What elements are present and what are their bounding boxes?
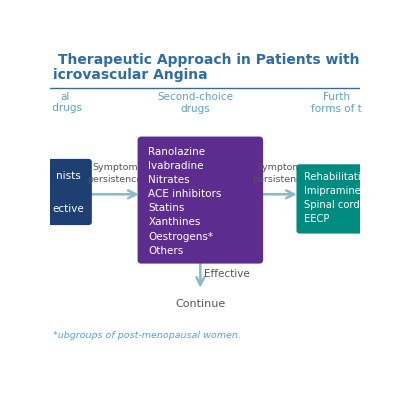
FancyBboxPatch shape (138, 136, 263, 264)
Text: Symptom
persistence: Symptom persistence (88, 164, 143, 184)
Text: Second-choice
drugs: Second-choice drugs (158, 92, 234, 114)
Text: Rehabilitatio
Imipramine
Spinal cord s
EECP: Rehabilitatio Imipramine Spinal cord s E… (304, 172, 368, 224)
Text: Effective: Effective (204, 269, 250, 279)
Text: Furth
forms of t: Furth forms of t (311, 92, 362, 114)
FancyBboxPatch shape (296, 164, 380, 234)
Text: al
 drugs: al drugs (49, 92, 82, 114)
Text: Continue: Continue (175, 299, 226, 309)
FancyBboxPatch shape (25, 159, 92, 225)
Text: icrovascular Angina: icrovascular Angina (53, 68, 208, 82)
Text: Therapeutic Approach in Patients with P: Therapeutic Approach in Patients with P (53, 53, 375, 67)
Text: Ranolazine
Ivabradine
Nitrates
ACE inhibitors
Statins
Xanthines
Oestrogens*
Othe: Ranolazine Ivabradine Nitrates ACE inhib… (148, 146, 222, 256)
Text: *ubgroups of post-menopausal women.: *ubgroups of post-menopausal women. (53, 330, 241, 340)
Text: Symptom
persistence: Symptom persistence (252, 164, 307, 184)
Text: nists

ective: nists ective (53, 171, 84, 214)
